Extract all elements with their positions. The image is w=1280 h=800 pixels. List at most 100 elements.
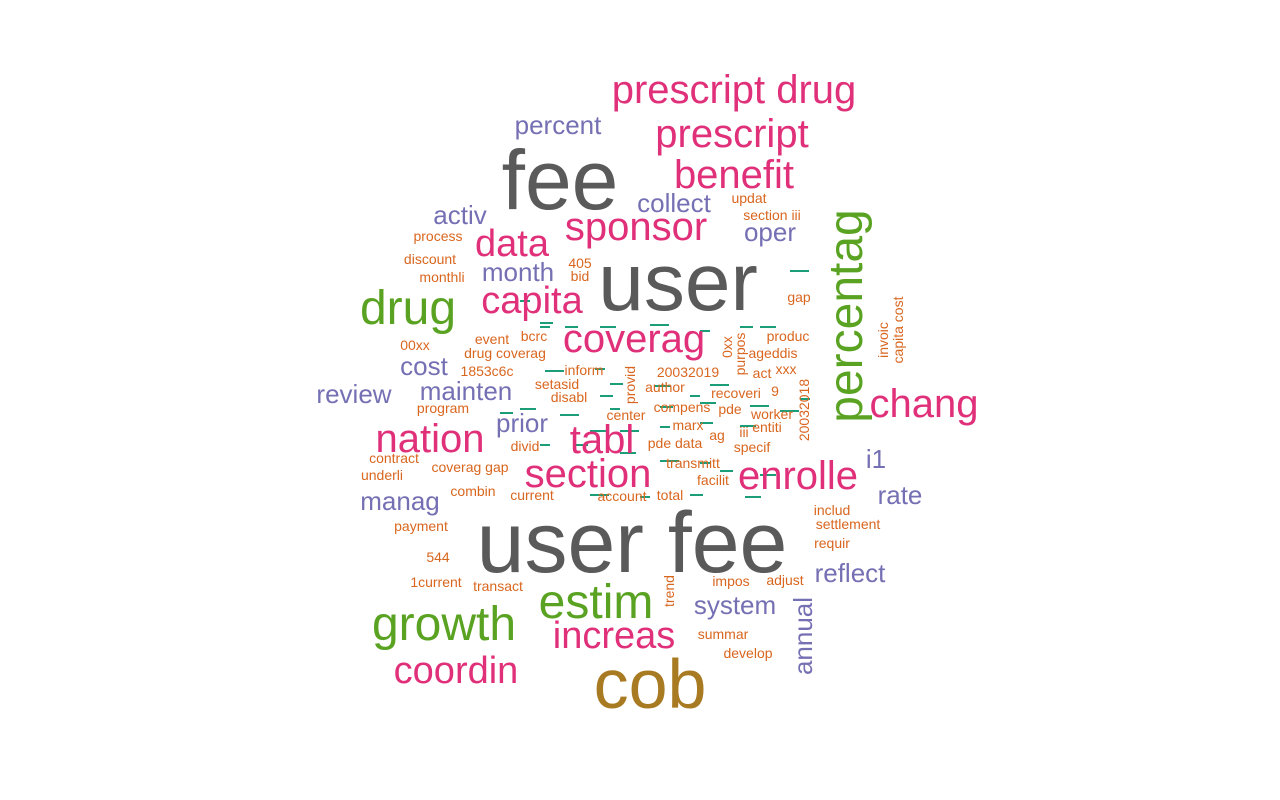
word-54: purpos [732,333,748,376]
word-10: benefit [674,153,794,197]
word-23: collect [637,188,711,218]
word-38: section iii [743,207,801,223]
word-26: month [482,257,554,287]
word-32: i1 [866,444,886,474]
word-83: facilit [697,472,729,488]
word-7: drug [360,282,456,335]
small-word-mark [610,408,620,410]
word-6: estim [539,576,654,629]
word-51: 0xx [719,336,735,358]
small-word-mark [740,425,756,427]
small-word-mark [790,270,809,272]
small-word-mark [575,444,588,446]
small-word-mark [590,430,606,432]
word-77: pde data [648,435,703,451]
word-4: percentag [820,209,873,423]
word-16: nation [376,417,485,461]
word-89: payment [394,518,448,534]
word-96: impos [712,573,749,589]
word-58: 20032019 [657,364,720,380]
word-19: enrolle [738,454,858,498]
small-word-mark [700,402,716,404]
small-word-mark [620,430,639,432]
word-52: produc [767,328,810,344]
word-97: adjust [766,572,803,588]
word-88: includ [814,502,851,518]
word-37: updat [731,190,766,206]
small-word-mark [750,405,769,407]
small-word-mark [560,414,579,416]
word-72: marx [672,417,703,433]
word-11: sponsor [565,205,707,249]
small-word-mark [590,494,609,496]
small-word-mark [565,326,578,328]
word-12: data [475,223,550,265]
word-3: cob [594,645,707,723]
word-31: manag [360,486,440,516]
word-2: fee [502,133,619,227]
word-8: prescript drug [612,68,857,112]
word-22: percent [515,110,602,140]
word-0: user fee [477,495,788,591]
small-word-mark [700,330,710,332]
word-57: provid [622,366,638,404]
small-word-mark [595,368,605,370]
word-87: total [657,487,683,503]
word-44: gap [787,289,811,305]
small-word-mark [740,326,753,328]
small-word-mark [700,462,710,464]
word-34: reflect [815,558,887,588]
small-word-mark [650,324,669,326]
small-word-mark [720,470,733,472]
small-word-mark [690,494,703,496]
small-word-mark [660,406,673,408]
word-24: activ [433,200,486,230]
word-90: settlement [816,516,881,532]
small-word-mark [800,398,810,400]
small-word-mark [540,326,550,328]
small-word-mark [660,426,670,428]
word-35: system [694,590,776,620]
word-81: underli [361,467,403,483]
small-word-mark [600,326,616,328]
small-word-mark [760,474,776,476]
word-84: combin [450,483,495,499]
small-word-mark [690,395,700,397]
small-word-mark [780,410,799,412]
small-word-mark [700,422,713,424]
word-65: 9 [771,383,779,399]
word-42: 405 [568,255,592,271]
word-82: coverag gap [431,459,508,475]
word-95: trend [661,575,677,607]
word-76: divid [511,438,540,454]
word-85: current [510,487,554,503]
word-20: increas [553,615,676,657]
word-43: bid [571,268,590,284]
word-45: invoic [875,322,891,358]
word-5: growth [372,598,516,651]
small-word-mark [540,322,553,324]
word-40: discount [404,251,456,267]
word-79: contract [369,450,419,466]
word-93: 1current [410,574,461,590]
word-46: capita cost [890,296,906,363]
word-39: process [413,228,462,244]
word-98: summar [698,626,749,642]
word-30: prior [496,408,548,438]
word-86: account [597,488,646,504]
word-47: 00xx [400,337,430,353]
word-21: coordin [394,650,519,692]
word-91: requir [814,535,850,551]
word-29: review [316,379,391,409]
small-word-mark [640,496,650,498]
word-27: cost [400,351,448,381]
word-67: compens [654,399,711,415]
small-word-mark [660,460,679,462]
small-word-mark [655,385,671,387]
small-word-mark [540,444,550,446]
word-78: specif [734,439,771,455]
word-17: tabl [570,418,635,462]
word-64: recoveri [711,385,761,401]
word-73: entiti [752,419,782,435]
word-49: bcrc [521,328,547,344]
